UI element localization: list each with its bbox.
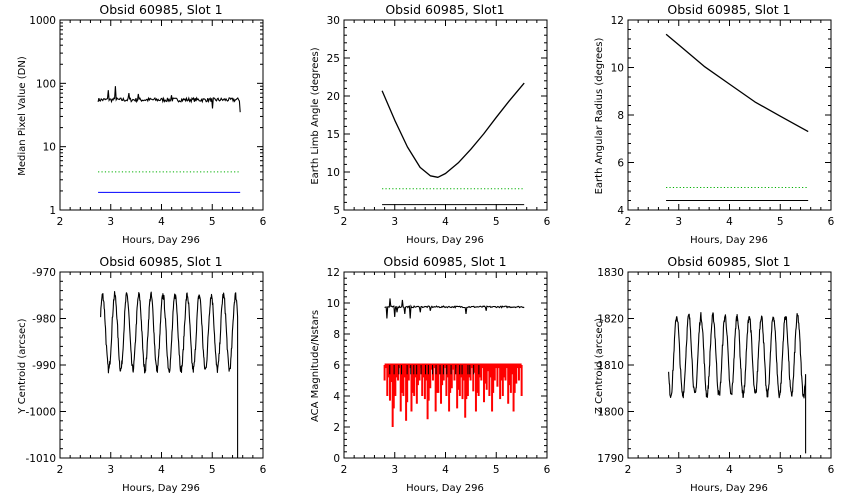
x-tick-label: 6	[828, 216, 835, 228]
y-tick-label: 6	[617, 158, 624, 170]
y-tick-label: -970	[32, 267, 56, 279]
y-tick-label: 0	[333, 453, 340, 465]
series-curve	[381, 82, 525, 178]
plot-frame	[627, 19, 832, 211]
x-tick-label: 2	[57, 216, 64, 228]
x-tick-label: 5	[493, 216, 500, 228]
y-tick-label: 10	[327, 167, 340, 179]
y-tick-label: -990	[32, 360, 56, 372]
panel-aca-magnitude: Obsid 60985, Slot 1 Hours, Day 296 ACA M…	[310, 254, 551, 494]
y-tick-label: 6	[333, 360, 340, 372]
x-tick-label: 5	[493, 464, 500, 476]
series-noisy-line	[97, 86, 241, 113]
panel-y-centroid: Obsid 60985, Slot 1 Hours, Day 296 Y Cen…	[17, 254, 267, 494]
x-tick-label: 5	[777, 464, 784, 476]
y-tick-label: 30	[327, 15, 340, 27]
y-tick-label: 10	[327, 298, 340, 310]
panel-earth-limb-angle: Obsid 60985, Slot1 Hours, Day 296 Earth …	[310, 2, 551, 246]
x-tick-label: 4	[442, 216, 449, 228]
y-tick-label: 10	[43, 142, 56, 154]
series-oscillation	[100, 291, 239, 458]
x-tick-label: 3	[675, 216, 682, 228]
y-axis-label: ACA Magnitude/Nstars	[310, 310, 321, 422]
x-tick-label: 6	[260, 216, 267, 228]
panel-median-pixel: Obsid 60985, Slot 1 Hours, Day 296 Media…	[17, 2, 267, 246]
x-tick-label: 3	[391, 464, 398, 476]
panel-z-centroid: Obsid 60985, Slot 1 Hours, Day 296 Z Cen…	[594, 254, 835, 494]
series-noisy-line	[384, 298, 525, 319]
chart-title: Obsid 60985, Slot 1	[99, 254, 222, 269]
y-axis-label: Earth Limb Angle (degrees)	[310, 47, 321, 184]
y-tick-label: 4	[617, 205, 624, 217]
x-tick-label: 5	[209, 216, 216, 228]
chart-title: Obsid 60985, Slot 1	[99, 2, 222, 17]
x-tick-label: 2	[625, 216, 632, 228]
series-curve	[665, 33, 809, 133]
x-tick-label: 3	[107, 216, 114, 228]
x-axis-label: Hours, Day 296	[690, 235, 768, 246]
x-axis-label: Hours, Day 296	[406, 483, 484, 494]
chart-title: Obsid 60985, Slot1	[385, 2, 504, 17]
x-tick-label: 3	[675, 464, 682, 476]
y-axis-label: Earth Angular Radius (degrees)	[594, 37, 605, 194]
x-tick-label: 6	[544, 216, 551, 228]
y-tick-label: 1800	[597, 407, 624, 419]
x-tick-label: 2	[341, 464, 348, 476]
x-tick-label: 4	[442, 464, 449, 476]
y-tick-label: 1810	[597, 360, 624, 372]
x-tick-label: 5	[777, 216, 784, 228]
y-tick-label: -980	[32, 314, 56, 326]
x-tick-label: 5	[209, 464, 216, 476]
x-axis-label: Hours, Day 296	[690, 483, 768, 494]
series-oscillation	[668, 312, 807, 454]
plot-frame	[59, 19, 264, 211]
x-tick-label: 4	[158, 464, 165, 476]
y-axis-label: Y Centroid (arcsec)	[17, 318, 28, 414]
x-tick-label: 4	[726, 216, 733, 228]
y-tick-label: 8	[333, 329, 340, 341]
x-axis-label: Hours, Day 296	[122, 235, 200, 246]
y-tick-label: 15	[327, 129, 340, 141]
x-tick-label: 4	[726, 464, 733, 476]
y-tick-label: 20	[327, 91, 340, 103]
y-tick-label: 1830	[597, 267, 624, 279]
x-tick-label: 6	[828, 464, 835, 476]
plot-frame	[343, 19, 548, 211]
chart-title: Obsid 60985, Slot 1	[667, 2, 790, 17]
y-tick-label: 2	[333, 422, 340, 434]
x-tick-label: 2	[341, 216, 348, 228]
y-tick-label: 10	[611, 63, 624, 75]
y-tick-label: 1790	[597, 453, 624, 465]
plot-frame	[627, 271, 832, 459]
y-tick-label: 100	[36, 78, 56, 90]
y-tick-label: -1000	[25, 407, 56, 419]
x-tick-label: 2	[57, 464, 64, 476]
y-axis-label: Median Pixel Value (DN)	[17, 56, 28, 176]
y-tick-label: 1000	[29, 15, 56, 27]
x-tick-label: 3	[107, 464, 114, 476]
panel-earth-angular-radius: Obsid 60985, Slot 1 Hours, Day 296 Earth…	[594, 2, 835, 246]
y-tick-label: 5	[333, 205, 340, 217]
y-tick-label: 1	[49, 205, 56, 217]
x-tick-label: 4	[158, 216, 165, 228]
x-tick-label: 6	[544, 464, 551, 476]
x-tick-label: 6	[260, 464, 267, 476]
x-tick-label: 3	[391, 216, 398, 228]
y-tick-label: 4	[333, 391, 340, 403]
x-axis-label: Hours, Day 296	[122, 483, 200, 494]
y-tick-label: 1820	[597, 314, 624, 326]
y-tick-label: -1010	[25, 453, 56, 465]
chart-title: Obsid 60985, Slot 1	[383, 254, 506, 269]
y-tick-label: 12	[327, 267, 340, 279]
chart-title: Obsid 60985, Slot 1	[667, 254, 790, 269]
x-tick-label: 2	[625, 464, 632, 476]
y-tick-label: 8	[617, 110, 624, 122]
y-tick-label: 25	[327, 53, 340, 65]
y-tick-label: 12	[611, 15, 624, 27]
y-axis-label: Z Centroid (arcsec)	[594, 318, 605, 414]
x-axis-label: Hours, Day 296	[406, 235, 484, 246]
